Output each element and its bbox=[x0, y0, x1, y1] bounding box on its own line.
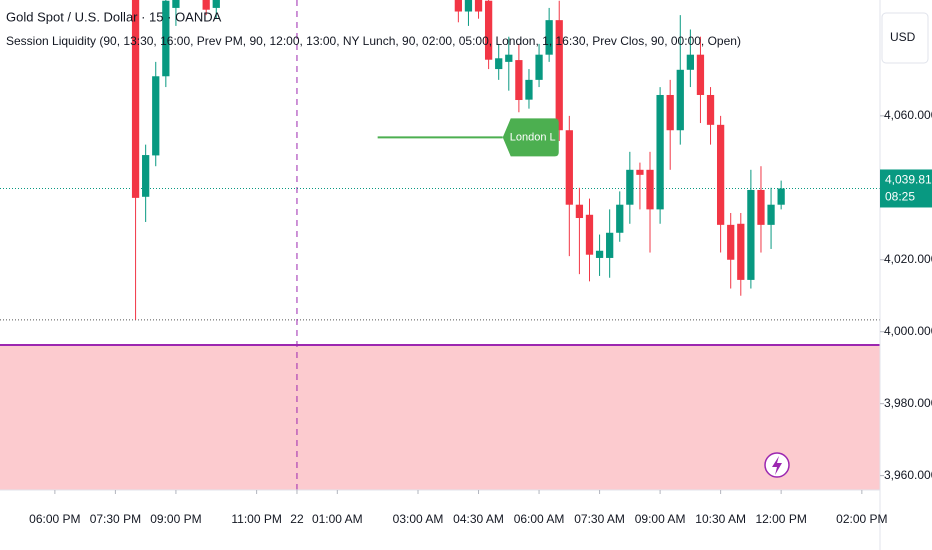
candle-body bbox=[545, 20, 553, 55]
candle-body bbox=[686, 54, 694, 70]
last-price-tag bbox=[880, 169, 932, 208]
candle-body bbox=[585, 214, 594, 255]
candle-body bbox=[464, 0, 473, 12]
liquidity-zone bbox=[0, 345, 880, 490]
candle-body bbox=[515, 60, 523, 101]
indicator-legend[interactable]: Session Liquidity (90, 13:30, 16:00, Pre… bbox=[6, 34, 741, 48]
candle-body bbox=[505, 54, 513, 62]
candle-body bbox=[656, 94, 664, 210]
y-tick-label: 4,060.000 bbox=[884, 108, 932, 122]
candle-body bbox=[777, 188, 785, 205]
candle-body bbox=[495, 58, 503, 70]
candle-body bbox=[131, 0, 140, 198]
y-tick-label: 3,960.000 bbox=[884, 468, 932, 482]
last-price-label: 4,039.810 bbox=[885, 173, 932, 187]
currency-button[interactable] bbox=[881, 12, 929, 64]
x-tick-label: 01:00 AM bbox=[312, 512, 363, 526]
candle-body bbox=[202, 0, 210, 10]
candle-body bbox=[716, 124, 725, 225]
candle-body bbox=[706, 94, 715, 125]
y-tick-label: 4,020.000 bbox=[884, 252, 932, 266]
candle-body bbox=[535, 54, 543, 80]
candle-body bbox=[666, 94, 674, 131]
candle-body bbox=[757, 189, 765, 225]
candle-body bbox=[606, 232, 614, 258]
x-tick-label: 07:30 AM bbox=[574, 512, 625, 526]
candle-body bbox=[595, 250, 604, 258]
x-tick-label: 06:00 AM bbox=[514, 512, 565, 526]
plot-area bbox=[0, 0, 880, 490]
candle-body bbox=[696, 54, 705, 95]
candle-body bbox=[525, 79, 533, 100]
y-tick-label: 4,000.000 bbox=[884, 324, 932, 338]
x-tick-label: 02:00 PM bbox=[836, 512, 887, 526]
countdown-label: 08:25 bbox=[885, 190, 915, 204]
chart-title: Gold Spot / U.S. Dollar · 15 · OANDA bbox=[6, 9, 222, 24]
x-tick-label: 10:30 AM bbox=[695, 512, 746, 526]
overlay: London L bbox=[502, 118, 559, 157]
y-tick-label: 3,980.000 bbox=[884, 396, 932, 410]
level-label: London L bbox=[510, 131, 556, 143]
candle-body bbox=[142, 155, 150, 197]
candle-body bbox=[767, 204, 775, 225]
candle-body bbox=[454, 0, 462, 12]
lightning-glyph bbox=[772, 456, 782, 475]
candle-body bbox=[727, 224, 735, 260]
candle-body bbox=[172, 0, 180, 8]
x-tick-label: 22 bbox=[290, 512, 304, 526]
x-tick-label: 12:00 PM bbox=[755, 512, 806, 526]
currency-label[interactable]: USD bbox=[890, 30, 916, 44]
candle-body bbox=[484, 0, 493, 60]
candle-body bbox=[646, 169, 654, 210]
candle-body bbox=[162, 0, 170, 77]
candle-body bbox=[676, 69, 684, 131]
x-tick-label: 09:00 AM bbox=[635, 512, 686, 526]
candle-body bbox=[555, 20, 563, 131]
x-tick-label: 03:00 AM bbox=[393, 512, 444, 526]
candle-body bbox=[565, 130, 573, 205]
candle-body bbox=[747, 189, 755, 280]
x-tick-label: 07:30 PM bbox=[90, 512, 141, 526]
candle-body bbox=[636, 169, 644, 175]
candle-body bbox=[737, 223, 745, 280]
candle-body bbox=[152, 76, 160, 156]
x-tick-label: 04:30 AM bbox=[453, 512, 504, 526]
x-tick-label: 06:00 PM bbox=[29, 512, 80, 526]
candle-body bbox=[575, 204, 584, 219]
level-tag bbox=[502, 118, 559, 157]
x-tick-label: 09:00 PM bbox=[150, 512, 201, 526]
candle-body bbox=[474, 0, 483, 12]
candle-body bbox=[626, 169, 634, 205]
x-tick-label: 11:00 PM bbox=[231, 512, 281, 526]
candle-body bbox=[212, 0, 220, 8]
candle-body bbox=[616, 204, 624, 233]
